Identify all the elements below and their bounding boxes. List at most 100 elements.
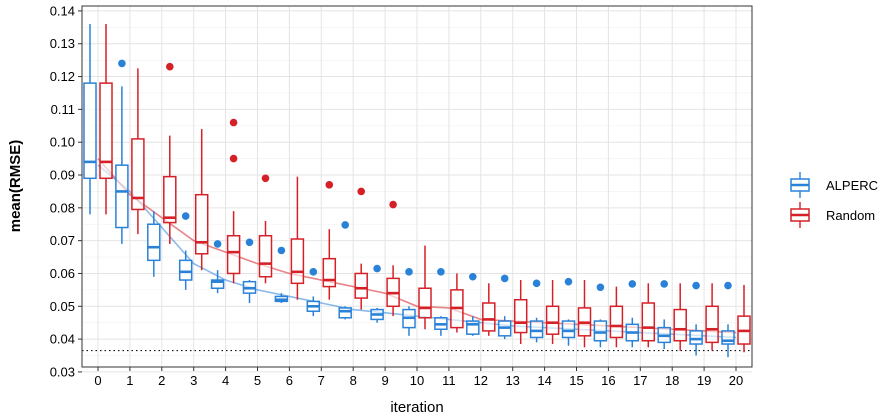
outlier-point: [229, 118, 238, 127]
box: [561, 320, 576, 339]
box: [354, 272, 368, 299]
outlier-point: [532, 279, 541, 288]
y-tick-label: 0.13: [50, 36, 75, 51]
box: [163, 175, 177, 224]
box: [322, 257, 337, 288]
outlier-point: [357, 187, 366, 196]
box: [609, 305, 624, 339]
outlier-point: [181, 212, 190, 220]
grid-lines: [82, 6, 752, 373]
outlier-point: [277, 246, 286, 255]
x-tick-label: 15: [569, 373, 583, 388]
outlier-point: [213, 240, 222, 248]
y-axis: 0.03 0.04 0.05 0.06 0.07 0.08 0.09 0.10 0.11 0.12…: [50, 3, 82, 379]
y-tick-label: 0.08: [50, 200, 75, 215]
box: [673, 308, 687, 342]
box: [482, 302, 496, 332]
x-tick-label: 16: [601, 373, 615, 388]
y-tick-label: 0.09: [50, 168, 75, 183]
y-tick-label: 0.10: [50, 135, 75, 150]
outlier-point: [309, 268, 318, 276]
outlier-point: [564, 277, 573, 286]
y-tick-label: 0.07: [50, 233, 75, 248]
x-tick-label: 9: [381, 373, 388, 388]
x-tick-label: 10: [410, 373, 424, 388]
y-tick-label: 0.03: [50, 364, 75, 379]
box: [194, 193, 209, 255]
outlier-point: [692, 281, 700, 290]
box: [466, 320, 480, 335]
box: [338, 307, 352, 319]
outlier-point: [628, 280, 637, 288]
series-alperc: [83, 24, 735, 358]
x-tick-label: 1: [126, 373, 133, 388]
outlier-point: [405, 268, 413, 276]
y-tick-label: 0.04: [50, 332, 75, 347]
outlier-point: [500, 274, 509, 283]
outlier-point: [389, 200, 397, 209]
y-tick-label: 0.05: [50, 299, 75, 314]
box: [290, 238, 305, 285]
x-tick-label: 14: [537, 373, 551, 388]
x-tick-label: 11: [442, 373, 456, 388]
box: [210, 279, 225, 289]
x-tick-label: 8: [350, 373, 357, 388]
x-tick-label: 5: [254, 373, 261, 388]
box: [593, 320, 608, 342]
box: [689, 330, 703, 345]
x-tick-label: 19: [697, 373, 711, 388]
outlier-point: [373, 264, 381, 273]
outlier-point: [118, 59, 126, 68]
x-tick-label: 0: [94, 373, 101, 388]
outlier-point: [437, 268, 445, 276]
x-tick-label: 3: [190, 373, 197, 388]
box: [115, 164, 129, 229]
legend-label-random: Random: [826, 208, 875, 223]
box: [641, 302, 656, 342]
box: [226, 234, 241, 275]
box: [721, 330, 735, 345]
x-tick-label: 13: [505, 373, 519, 388]
chart-marks: [83, 24, 751, 358]
legend: ALPERC Random: [790, 172, 878, 228]
box: [418, 287, 432, 319]
outlier-point: [341, 221, 350, 229]
legend-label-alperc: ALPERC: [826, 178, 878, 193]
box: [99, 82, 113, 180]
box: [178, 259, 193, 281]
box: [131, 138, 145, 211]
y-axis-title: mean(RMSE): [7, 140, 24, 233]
series-random: [99, 24, 751, 353]
x-tick-label: 4: [222, 373, 229, 388]
outlier-point: [660, 280, 668, 288]
x-axis-title: iteration: [390, 399, 443, 416]
y-tick-label: 0.06: [50, 266, 75, 281]
y-tick-label: 0.11: [51, 102, 75, 117]
outlier-point: [166, 62, 174, 71]
x-tick-label: 17: [633, 373, 647, 388]
box: [83, 82, 97, 180]
box: [258, 234, 273, 278]
x-tick-label: 18: [665, 373, 679, 388]
x-tick-label: 7: [318, 373, 325, 388]
outlier-point: [229, 154, 238, 163]
box: [529, 320, 544, 339]
box: [147, 223, 161, 262]
outlier-point: [245, 238, 254, 247]
outlier-point: [325, 181, 334, 189]
outlier-point: [261, 174, 270, 183]
x-tick-label: 12: [474, 373, 488, 388]
x-axis: 0 1 2 3 4 5 6 7 8 9 10 11 12 13 14 15 16 17 18 19 20: [94, 367, 743, 388]
box: [513, 298, 528, 334]
box: [545, 305, 560, 335]
x-tick-label: 20: [729, 373, 743, 388]
outlier-point: [596, 283, 605, 292]
y-tick-label: 0.12: [50, 69, 75, 84]
box: [705, 305, 719, 344]
outlier-point: [724, 281, 732, 290]
x-tick-label: 6: [286, 373, 293, 388]
x-tick-label: 2: [158, 373, 165, 388]
outlier-point: [469, 272, 477, 281]
y-tick-label: 0.14: [50, 3, 75, 18]
